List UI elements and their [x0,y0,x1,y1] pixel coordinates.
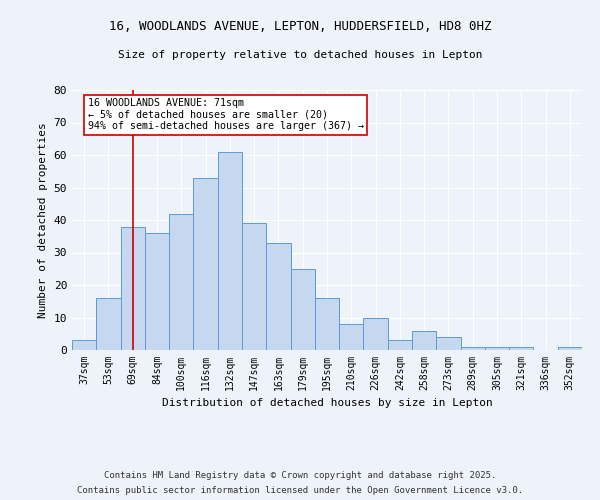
X-axis label: Distribution of detached houses by size in Lepton: Distribution of detached houses by size … [161,398,493,408]
Bar [339,324,364,350]
Bar [461,347,485,350]
Bar [412,330,436,350]
Text: Size of property relative to detached houses in Lepton: Size of property relative to detached ho… [118,50,482,60]
Bar [96,298,121,350]
Bar [290,269,315,350]
Bar [388,340,412,350]
Y-axis label: Number of detached properties: Number of detached properties [38,122,48,318]
Text: 16 WOODLANDS AVENUE: 71sqm
← 5% of detached houses are smaller (20)
94% of semi-: 16 WOODLANDS AVENUE: 71sqm ← 5% of detac… [88,98,364,132]
Bar [193,178,218,350]
Text: Contains public sector information licensed under the Open Government Licence v3: Contains public sector information licen… [77,486,523,495]
Bar [218,152,242,350]
Bar [436,337,461,350]
Bar [485,347,509,350]
Bar [242,223,266,350]
Bar [364,318,388,350]
Text: 16, WOODLANDS AVENUE, LEPTON, HUDDERSFIELD, HD8 0HZ: 16, WOODLANDS AVENUE, LEPTON, HUDDERSFIE… [109,20,491,33]
Bar [266,243,290,350]
Bar [72,340,96,350]
Bar [169,214,193,350]
Bar [121,226,145,350]
Bar [315,298,339,350]
Text: Contains HM Land Registry data © Crown copyright and database right 2025.: Contains HM Land Registry data © Crown c… [104,471,496,480]
Bar [558,347,582,350]
Bar [145,233,169,350]
Bar [509,347,533,350]
